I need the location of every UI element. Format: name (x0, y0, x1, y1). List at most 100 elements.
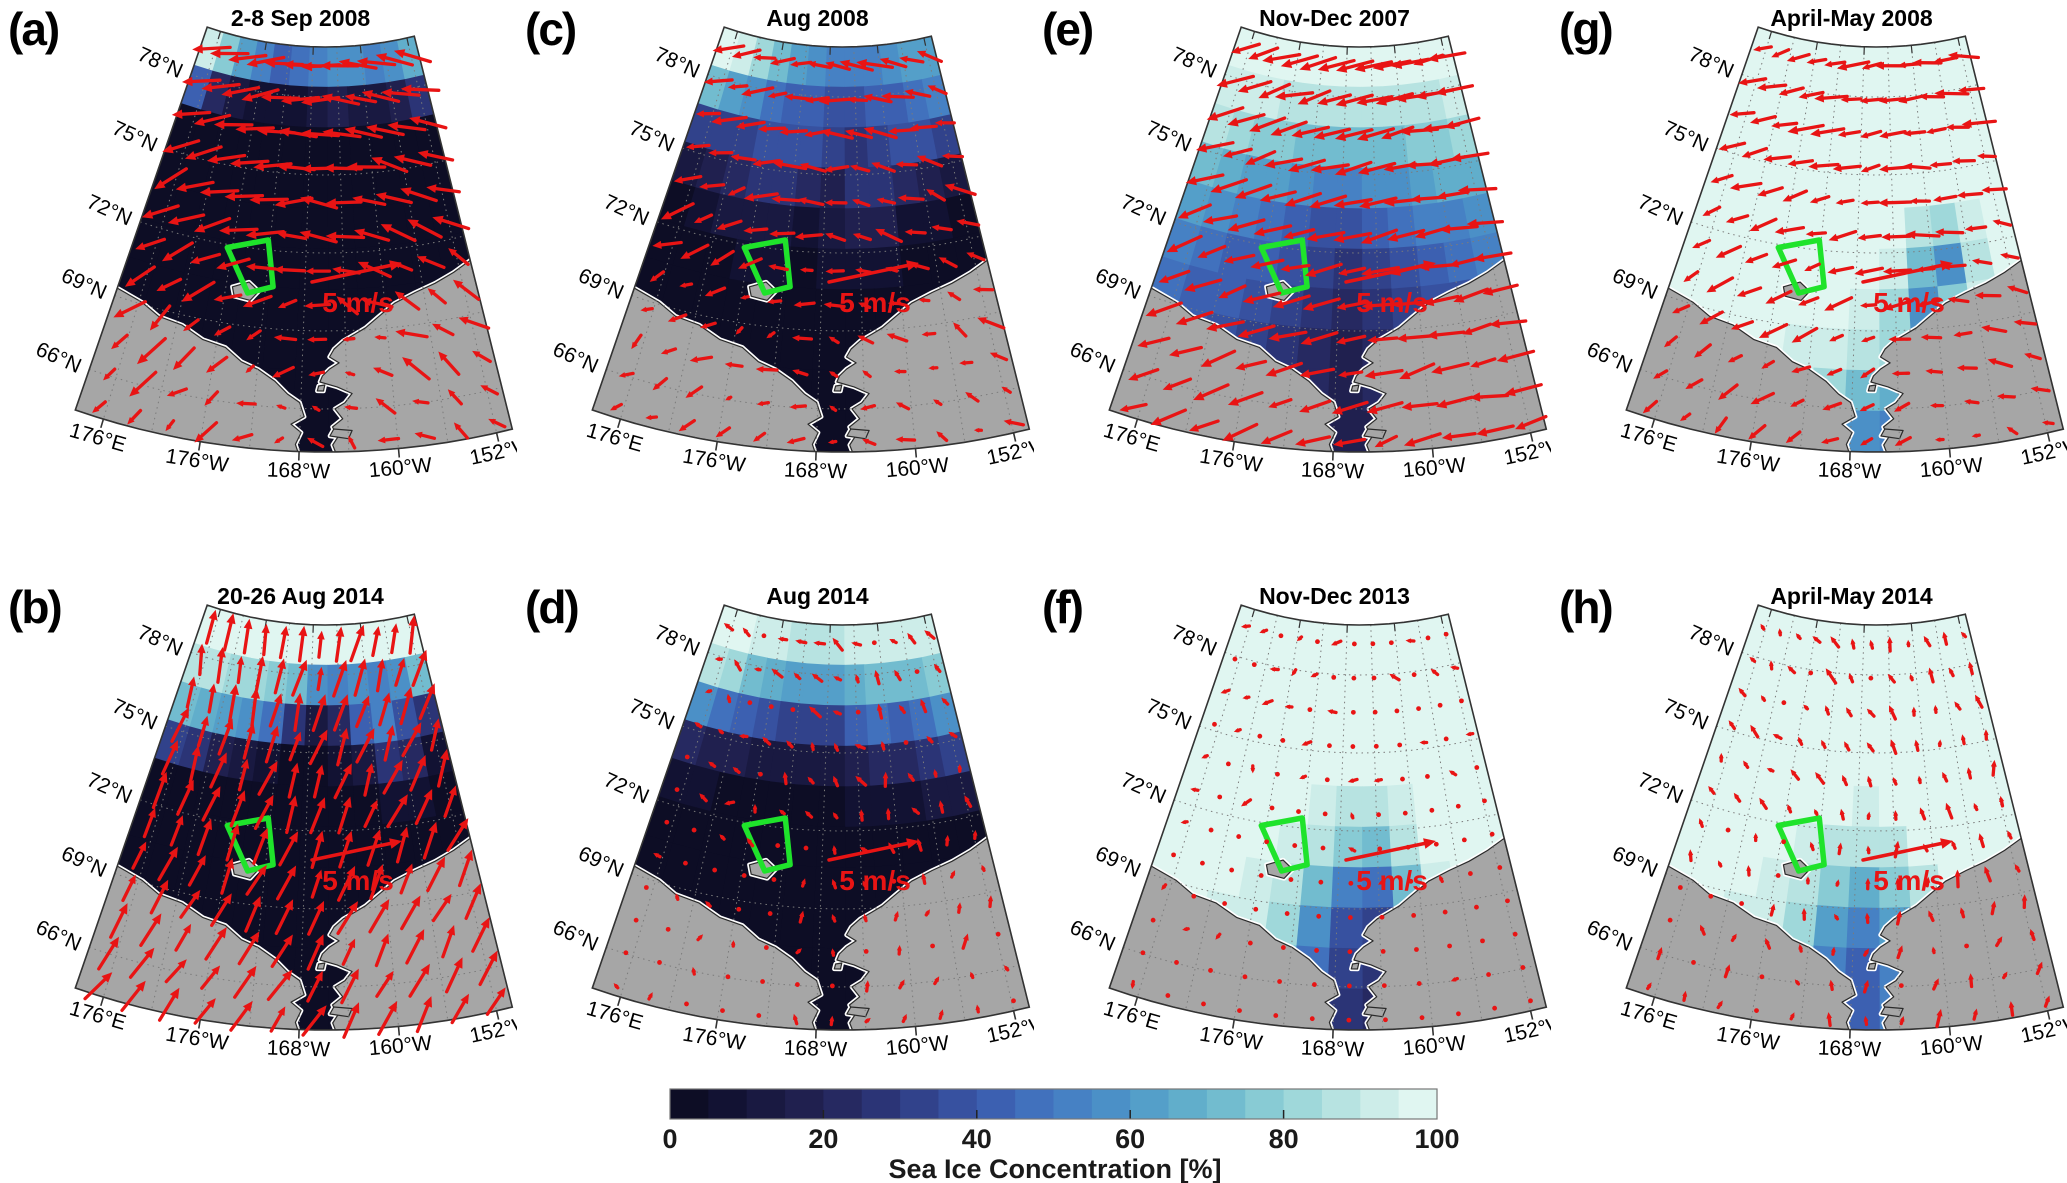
lon-label: 176°W (1198, 445, 1264, 478)
lat-label: 78°N (134, 621, 186, 661)
study-region-outline (741, 815, 793, 874)
panel-f: (f) Nov-Dec 2013 78°N 75°N 72°N 69°N 66°N 176°E… (1034, 578, 1551, 1156)
lon-label: 168°W (1817, 1036, 1881, 1061)
lat-label: 78°N (1685, 43, 1737, 83)
velocity-scale-label: 5 m/s (322, 287, 394, 318)
lat-label: 75°N (1143, 695, 1195, 735)
lat-label: 69°N (58, 264, 110, 304)
land-layer (1626, 258, 2064, 452)
lat-label: 72°N (1117, 190, 1169, 230)
map-outline (1108, 604, 1548, 1039)
study-region-outline (224, 815, 276, 874)
lat-label: 69°N (58, 842, 110, 882)
lat-label: 75°N (109, 117, 161, 157)
lon-label: 152°W (1502, 1012, 1551, 1048)
panel-letter-d: (d) (525, 581, 580, 633)
land-layer (1109, 836, 1547, 1030)
lat-label: 72°N (83, 768, 135, 808)
velocity-scale-label: 5 m/s (1873, 865, 1945, 896)
panel-title-a: 2-8 Sep 2008 (230, 5, 371, 31)
panel-letter-c: (c) (525, 3, 577, 55)
land-layer (1626, 836, 2064, 1030)
study-region-outline (1775, 815, 1827, 874)
panel-letter-f: (f) (1042, 581, 1084, 633)
wind-vector-field (1119, 42, 1548, 448)
lat-label: 72°N (600, 768, 652, 808)
lat-label: 66°N (549, 338, 601, 378)
lat-label: 78°N (651, 621, 703, 661)
lat-label: 66°N (32, 338, 84, 378)
study-region-outline (224, 237, 276, 296)
map-outline (74, 26, 514, 461)
lon-label: 176°W (164, 445, 230, 478)
graticule (1123, 609, 1537, 1030)
lon-label: 160°W (1919, 1032, 1984, 1061)
velocity-scale: 5 m/s (1861, 260, 1953, 318)
wind-vector-field (1642, 45, 2055, 446)
lon-label: 160°W (885, 454, 950, 483)
lat-label: 66°N (549, 916, 601, 956)
colorbar-tick-label: 20 (808, 1124, 839, 1154)
lat-label: 78°N (1168, 621, 1220, 661)
lat-label: 69°N (1609, 842, 1661, 882)
lon-label: 168°W (266, 1036, 330, 1061)
lat-label: 66°N (1066, 916, 1118, 956)
panel-letter-h: (h) (1559, 581, 1614, 633)
wind-vector-field (613, 623, 1016, 1027)
lon-label: 152°W (468, 434, 517, 470)
velocity-scale-label: 5 m/s (839, 865, 911, 896)
velocity-scale: 5 m/s (827, 838, 919, 896)
lon-label: 168°W (1300, 1036, 1364, 1061)
colorbar-tick-label: 0 (662, 1124, 678, 1154)
panel-d: (d) Aug 2014 78°N 75°N 72°N 69°N 66°N 176°E 176°… (517, 578, 1034, 1156)
wind-vector-field (1130, 623, 1533, 1023)
lon-label: 152°W (985, 434, 1034, 470)
lat-label: 69°N (1092, 264, 1144, 304)
wind-vector-field (1646, 623, 2050, 1029)
lat-label: 75°N (1660, 695, 1712, 735)
colorbar-tick-label: 60 (1115, 1124, 1146, 1154)
velocity-scale: 5 m/s (310, 838, 402, 896)
lon-label: 152°W (985, 1012, 1034, 1048)
lon-label: 168°W (266, 458, 330, 483)
lat-label: 75°N (626, 117, 678, 157)
study-region-outline (1258, 815, 1310, 874)
velocity-scale: 5 m/s (1344, 838, 1436, 896)
lat-label: 72°N (1634, 190, 1686, 230)
velocity-scale-label: 5 m/s (1873, 287, 1945, 318)
graticule (606, 609, 1020, 1030)
lat-label: 72°N (1634, 768, 1686, 808)
map-outline (1625, 604, 2065, 1039)
lat-label: 75°N (1143, 117, 1195, 157)
lat-label: 78°N (1168, 43, 1220, 83)
lon-label: 160°W (368, 454, 433, 483)
colorbar-tick-label: 80 (1268, 1124, 1299, 1154)
colorbar-tick-label: 100 (1414, 1124, 1460, 1154)
wind-vector-field (83, 609, 506, 1039)
velocity-scale: 5 m/s (1344, 260, 1436, 318)
lon-label: 168°W (1817, 458, 1881, 483)
lon-label: 176°W (1198, 1023, 1264, 1056)
panel-g: (g) April-May 2008 78°N 75°N 72°N 69°N 66°N 176… (1551, 0, 2067, 578)
colorbar: 0 20 40 60 80 100 Sea Ice Concentration [%] (650, 1086, 1460, 1183)
velocity-scale-label: 5 m/s (322, 865, 394, 896)
lat-label: 66°N (1066, 338, 1118, 378)
panel-title-c: Aug 2008 (766, 5, 869, 31)
lat-label: 72°N (1117, 768, 1169, 808)
panel-a: (a) 2-8 Sep 2008 78°N 75°N 72°N 69°N 66°N 176°E… (0, 0, 517, 578)
lat-label: 75°N (109, 695, 161, 735)
wind-vector-field (610, 44, 1026, 446)
lon-label: 152°W (2019, 434, 2067, 470)
lat-label: 72°N (600, 190, 652, 230)
lat-label: 66°N (32, 916, 84, 956)
lon-label: 152°W (1502, 434, 1551, 470)
lon-label: 176°W (681, 445, 747, 478)
lon-label: 176°W (1715, 1023, 1781, 1056)
panel-title-b: 20-26 Aug 2014 (217, 583, 384, 609)
